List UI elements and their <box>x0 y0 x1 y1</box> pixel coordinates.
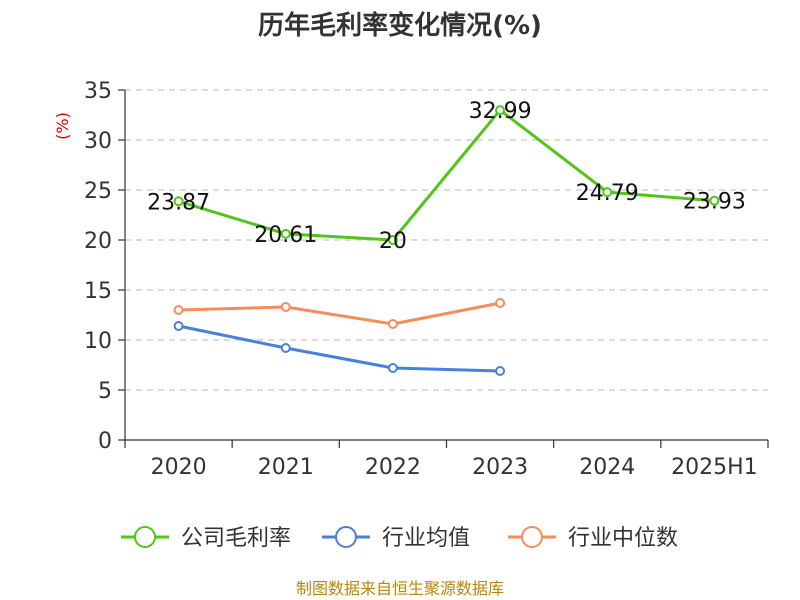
data-label-2023: 32.99 <box>469 99 532 124</box>
series-lines <box>173 105 720 376</box>
x-tick-label-2025H1: 2025H1 <box>671 455 758 480</box>
point-1-2022 <box>387 363 398 373</box>
point-0-2024 <box>602 187 613 198</box>
point-1-2020 <box>173 321 184 331</box>
series-line-0 <box>178 108 715 242</box>
y-tick-label-35: 35 <box>84 79 112 104</box>
point-2-2022 <box>387 319 398 329</box>
point-2-2023 <box>495 298 506 308</box>
x-tick-label-2021: 2021 <box>258 455 314 480</box>
data-label-2024: 24.79 <box>576 181 639 206</box>
series-line-1 <box>178 324 501 373</box>
y-tick-label-0: 0 <box>98 429 112 454</box>
y-tick-label-5: 5 <box>98 379 112 404</box>
x-tick-label-2023: 2023 <box>472 455 528 480</box>
point-0-2020 <box>173 196 184 207</box>
point-0-2021 <box>280 228 291 239</box>
y-tick-label-10: 10 <box>84 329 112 354</box>
data-label-2021: 20.61 <box>254 223 317 248</box>
x-tick-label-2020: 2020 <box>151 455 207 480</box>
x-tick-label-2022: 2022 <box>365 455 421 480</box>
legend-label-1: 行业均值 <box>382 526 470 551</box>
point-1-2021 <box>280 343 291 353</box>
legend-label-0: 公司毛利率 <box>181 526 291 551</box>
legend-marker-0 <box>134 526 156 548</box>
legend-marker-1 <box>335 526 357 548</box>
x-tick-label-2024: 2024 <box>579 455 635 480</box>
point-2-2021 <box>280 302 291 312</box>
source-note: 制图数据来自恒生聚源数据库 <box>296 579 504 598</box>
data-label-2025H1: 23.93 <box>683 190 746 215</box>
series-line-2 <box>178 301 501 326</box>
grid-lines <box>125 89 768 391</box>
axes <box>118 89 769 448</box>
y-axis-label: (%) <box>53 112 72 140</box>
data-labels: 23.87 20.61 20 32.99 24.79 23.93 <box>147 99 746 254</box>
tick-labels: 0 5 10 15 20 25 30 35 2020 2021 2022 2023 2024 2025H1 <box>84 79 758 480</box>
point-0-2023 <box>495 105 506 116</box>
data-label-2022: 20 <box>379 229 407 254</box>
chart-title: 历年毛利率变化情况(%) <box>258 10 542 41</box>
point-0-2025H1 <box>709 195 720 206</box>
legend: 公司毛利率 行业均值 行业中位数 <box>121 526 678 551</box>
point-0-2022 <box>387 235 398 245</box>
point-2-2020 <box>173 305 184 315</box>
point-1-2023 <box>495 366 506 376</box>
y-tick-label-25: 25 <box>84 179 112 204</box>
legend-label-2: 行业中位数 <box>568 526 678 551</box>
y-tick-label-15: 15 <box>84 279 112 304</box>
data-label-2020: 23.87 <box>147 190 210 215</box>
y-tick-label-30: 30 <box>84 129 112 154</box>
y-tick-label-20: 20 <box>84 229 112 254</box>
legend-marker-2 <box>521 526 543 548</box>
